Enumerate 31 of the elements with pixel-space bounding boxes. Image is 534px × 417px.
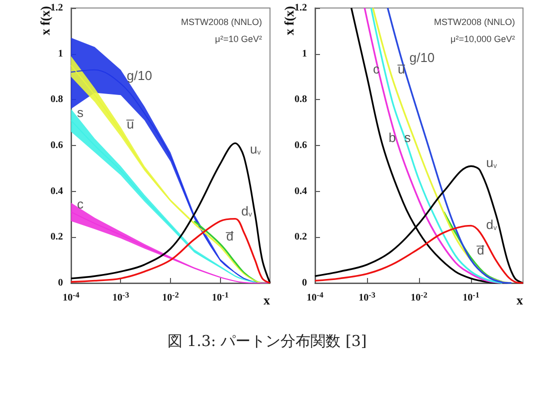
annotation: d̅ xyxy=(226,228,234,244)
annotation: d̅ xyxy=(476,242,484,258)
caption: 図 1.3: パートン分布関数 [3] xyxy=(166,332,368,351)
y-tick-label: 0.4 xyxy=(294,186,307,197)
annotation: μ²=10,000 GeV² xyxy=(450,34,515,44)
annotation: b xyxy=(388,130,396,145)
y-tick-label: 0 xyxy=(302,278,307,288)
y-tick-label: 0.2 xyxy=(294,232,307,243)
y-tick-label: 0.8 xyxy=(294,94,307,106)
y-axis-title: x f(x) xyxy=(282,6,296,36)
y-tick-label: 0.2 xyxy=(50,232,63,243)
y-tick-label: 0.4 xyxy=(50,186,63,197)
y-axis-title: x f(x) xyxy=(38,6,52,36)
y-tick-label: 0.8 xyxy=(50,94,63,106)
annotation: MSTW2008 (NNLO) xyxy=(180,17,262,27)
y-tick-label: 1.2 xyxy=(50,2,63,14)
annotation: g/10 xyxy=(126,68,152,84)
y-tick-label: 1.2 xyxy=(294,2,307,14)
annotation: s xyxy=(77,104,84,120)
y-tick-label: 1 xyxy=(302,48,307,60)
y-tick-label: 0.6 xyxy=(50,140,63,151)
x-axis-title: x xyxy=(264,292,270,308)
annotation: c xyxy=(77,196,84,212)
annotation: MSTW2008 (NNLO) xyxy=(434,17,515,27)
y-tick-label: 0.6 xyxy=(294,140,307,151)
annotation: μ²=10 GeV² xyxy=(215,34,262,44)
annotation: u̅ xyxy=(126,116,134,132)
y-tick-label: 0 xyxy=(58,278,63,288)
x-axis-title: x xyxy=(516,292,524,308)
annotation: g/10 xyxy=(409,50,435,65)
y-tick-label: 1 xyxy=(58,48,63,60)
